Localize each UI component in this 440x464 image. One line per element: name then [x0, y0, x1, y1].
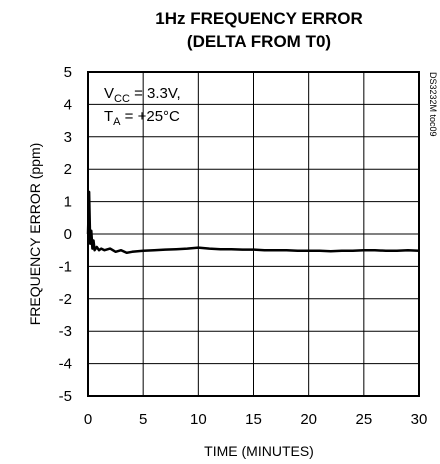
y-tick-label: 4 [64, 96, 72, 113]
y-tick-label: 1 [64, 194, 72, 211]
y-tick-label: 3 [64, 129, 72, 146]
plot-frame [87, 71, 420, 397]
y-tick-label: -4 [59, 356, 72, 373]
annotation-vcc: VCC = 3.3V, [104, 85, 181, 105]
x-tick-label: 15 [245, 411, 262, 428]
y-axis-label: FREQUENCY ERROR (ppm) [27, 143, 43, 326]
x-tick-label: 0 [84, 411, 92, 428]
gridlines [88, 72, 419, 396]
y-tick-labels: -5 -4 -3 -2 -1 0 1 2 3 4 5 [59, 64, 72, 405]
x-axis-label: TIME (MINUTES) [204, 443, 314, 459]
series-line [86, 190, 420, 255]
x-tick-labels: 0 5 10 15 20 25 30 [84, 411, 428, 428]
y-tick-label: -3 [59, 323, 72, 340]
conditions-annotation: VCC = 3.3V, TA = +25°C [104, 85, 181, 128]
x-tick-label: 20 [300, 411, 317, 428]
x-tick-label: 30 [411, 411, 428, 428]
y-tick-label: -5 [59, 388, 72, 405]
y-tick-label: -2 [59, 291, 72, 308]
chart-title-line1: 1Hz FREQUENCY ERROR [155, 9, 363, 28]
x-tick-label: 25 [355, 411, 372, 428]
x-tick-label: 10 [190, 411, 207, 428]
figure-id-label: DS3232M toc09 [428, 72, 438, 137]
y-tick-label: 0 [64, 226, 72, 243]
y-tick-label: 2 [64, 161, 72, 178]
chart-title-line2: (DELTA FROM T0) [187, 32, 331, 51]
x-tick-label: 5 [139, 411, 147, 428]
data-series [86, 190, 420, 255]
annotation-ta: TA = +25°C [104, 108, 180, 128]
y-tick-label: 5 [64, 64, 72, 81]
y-tick-label: -1 [59, 258, 72, 275]
